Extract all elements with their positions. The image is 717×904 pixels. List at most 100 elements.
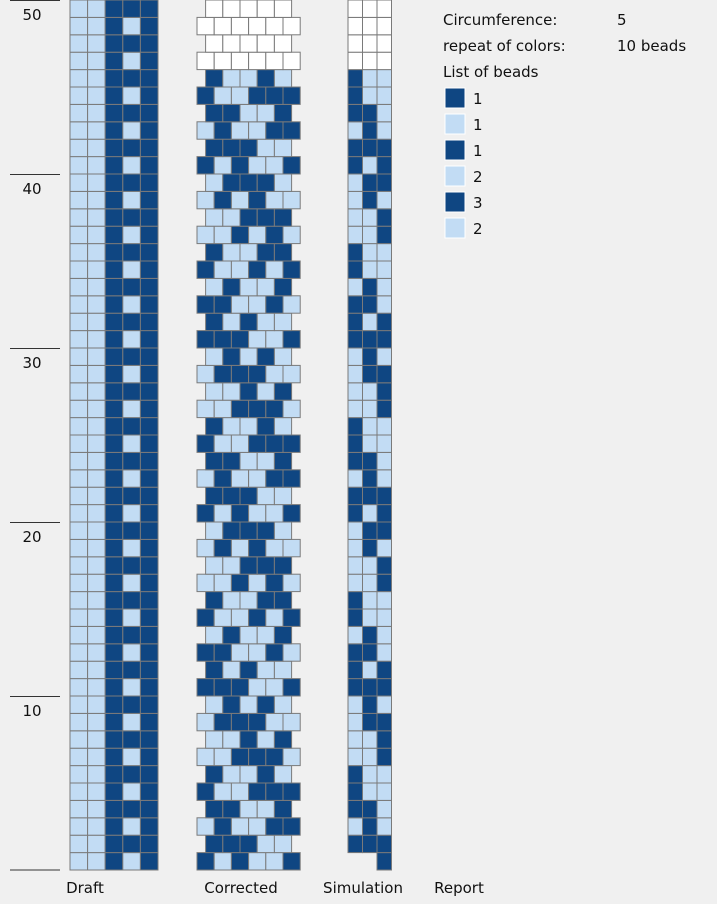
- bead: [122, 295, 141, 314]
- bead: [122, 364, 141, 384]
- bead: [213, 330, 232, 349]
- bead: [122, 382, 141, 401]
- bead: [376, 417, 392, 436]
- bead: [347, 643, 363, 662]
- bead: [69, 173, 89, 192]
- bead: [230, 51, 250, 71]
- bead: [104, 608, 124, 627]
- bead: [69, 330, 89, 349]
- bead: [248, 678, 267, 697]
- bead: [273, 451, 293, 471]
- bead: [69, 521, 89, 540]
- bead: [376, 277, 392, 297]
- bead: [248, 434, 267, 453]
- bead: [273, 382, 293, 401]
- tab[interactable]: Corrected: [204, 879, 278, 897]
- bead: [265, 469, 284, 488]
- bead: [376, 382, 392, 401]
- bead: [230, 364, 250, 384]
- bead: [139, 573, 159, 593]
- bead: [196, 86, 215, 105]
- bead: [104, 0, 124, 18]
- bead: [230, 817, 250, 836]
- bead: [139, 347, 159, 366]
- bead: [213, 782, 232, 801]
- bead: [239, 208, 258, 227]
- bead: [347, 382, 363, 401]
- bead: [104, 173, 124, 192]
- bead: [205, 799, 224, 819]
- bead: [248, 643, 267, 662]
- bead: [376, 730, 392, 749]
- bead: [282, 747, 301, 767]
- circumference-label: Circumference:: [443, 11, 557, 29]
- bead: [87, 69, 106, 88]
- bead: [69, 86, 89, 105]
- bead: [104, 782, 124, 801]
- bead: [196, 852, 215, 871]
- bead: [282, 504, 301, 523]
- bead: [239, 277, 258, 297]
- bead: [282, 330, 301, 349]
- list-label: List of beads: [443, 63, 539, 81]
- bead: [282, 86, 301, 105]
- bead: [122, 451, 141, 471]
- bead: [139, 834, 159, 854]
- bead: [139, 190, 159, 210]
- bead: [69, 190, 89, 210]
- bead: [376, 521, 392, 540]
- bead: [347, 608, 363, 627]
- bead: [213, 260, 232, 279]
- bead: [248, 295, 267, 314]
- bead: [122, 625, 141, 645]
- bead: [104, 16, 124, 36]
- bead: [248, 538, 267, 558]
- bead: [256, 451, 275, 471]
- bead: [139, 712, 159, 732]
- bead: [347, 260, 363, 279]
- bead: [69, 834, 89, 854]
- bead: [248, 747, 267, 767]
- bead: [265, 225, 284, 245]
- bead: [362, 243, 378, 262]
- bead: [87, 103, 106, 123]
- bead: [282, 121, 301, 140]
- bead: [362, 156, 378, 175]
- bead: [347, 295, 363, 314]
- bead: [87, 138, 106, 158]
- bead: [347, 556, 363, 575]
- bead: [69, 591, 89, 610]
- bead: [273, 138, 293, 158]
- bead: [347, 16, 363, 36]
- bead: [362, 347, 378, 366]
- bead: [122, 103, 141, 123]
- tab[interactable]: Report: [434, 879, 484, 897]
- bead-count: 1: [473, 116, 483, 134]
- bead: [273, 556, 293, 575]
- bead: [104, 295, 124, 314]
- bead: [362, 469, 378, 488]
- bead: [265, 190, 284, 210]
- bead: [87, 16, 106, 36]
- bead: [196, 504, 215, 523]
- bead: [362, 295, 378, 314]
- tab[interactable]: Simulation: [323, 879, 403, 897]
- bead: [139, 608, 159, 627]
- bead: [139, 34, 159, 53]
- tab[interactable]: Draft: [66, 879, 104, 897]
- bead: [256, 243, 275, 262]
- bead: [239, 521, 258, 540]
- bead: [273, 730, 293, 749]
- bead: [222, 34, 241, 53]
- bead: [248, 504, 267, 523]
- bead: [213, 817, 232, 836]
- bead: [222, 173, 241, 192]
- bead: [376, 695, 392, 714]
- bead: [87, 86, 106, 105]
- bead: [362, 521, 378, 540]
- bead: [347, 0, 363, 18]
- bead: [87, 504, 106, 523]
- bead: [69, 730, 89, 749]
- bead: [196, 16, 215, 36]
- bead: [256, 347, 275, 366]
